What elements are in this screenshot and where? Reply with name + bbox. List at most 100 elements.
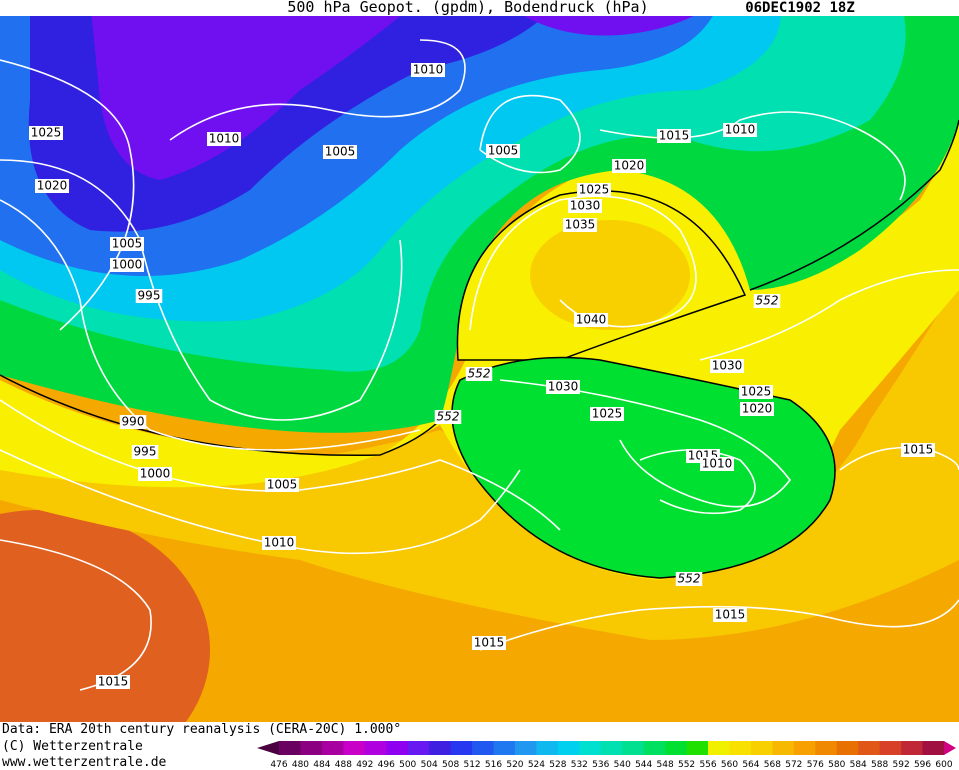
colorbar-label: 568: [764, 760, 781, 769]
isobar-label: 1005: [325, 145, 356, 159]
label-box: [577, 183, 611, 197]
colorbar-box: [729, 741, 752, 755]
isobar-label: 1010: [264, 536, 295, 550]
label-box: [110, 258, 144, 272]
label-box: [546, 380, 580, 394]
label-box: [411, 63, 445, 77]
colorbar-box: [557, 741, 580, 755]
source-text: Data: ERA 20th century reanalysis (CERA-…: [2, 722, 402, 737]
label-box: [713, 608, 747, 622]
isobar-label: 552: [678, 572, 701, 586]
isobar: [0, 59, 135, 331]
colorbar-box: [493, 741, 516, 755]
isobar-label: 1020: [37, 179, 68, 193]
isobar-label: 1020: [742, 402, 773, 416]
label-box: [131, 445, 159, 459]
trough-green: [451, 356, 836, 579]
colorbar-box: [622, 741, 645, 755]
colorbar-label: 484: [313, 760, 330, 769]
label-box: [29, 126, 63, 140]
colorbar-box: [879, 741, 902, 755]
colorbar-box: [450, 741, 473, 755]
isobar-label: 1040: [576, 313, 607, 327]
isobar: [499, 379, 792, 508]
isobar-label: 1005: [488, 144, 519, 158]
colorbar-label: 572: [785, 760, 802, 769]
copyright-text: (C) Wetterzentrale: [2, 739, 143, 754]
label-box: [35, 179, 69, 193]
isobar: [0, 449, 521, 555]
isobar: [0, 159, 403, 421]
colorbar-label: 492: [356, 760, 373, 769]
colorbar-label: 596: [914, 760, 931, 769]
isobar-label: 1010: [725, 123, 756, 137]
field-orange-dark: [0, 510, 210, 722]
colorbar-arrow-right: [944, 741, 956, 755]
isobar-label: 1020: [614, 159, 645, 173]
label-box: [710, 359, 744, 373]
label-box: [486, 144, 520, 158]
colorbar-label: 496: [378, 760, 395, 769]
colorbar-label: 600: [935, 760, 952, 769]
colorbar-box: [429, 741, 452, 755]
isobar-label: 995: [138, 289, 161, 303]
colorbar-label: 584: [850, 760, 867, 769]
label-box: [739, 385, 773, 399]
isobar: [0, 539, 152, 691]
label-box: [119, 415, 147, 429]
colorbar-label: 552: [678, 760, 695, 769]
title: 500 hPa Geopot. (gpdm), Bodendruck (hPa): [287, 0, 648, 16]
isobar-label: 1015: [715, 608, 746, 622]
colorbar-label: 588: [871, 760, 888, 769]
isobar: [0, 199, 421, 451]
colorbar-box: [708, 741, 730, 755]
isobar-label: 1015: [903, 443, 934, 457]
isobar-label: 1010: [413, 63, 444, 77]
isobar-label: 1005: [267, 478, 298, 492]
isobar: [699, 269, 959, 361]
colorbar-box: [643, 741, 666, 755]
colorbar-box: [686, 741, 709, 755]
colorbar-box: [579, 741, 602, 755]
isobar: [469, 195, 697, 331]
colorbar-label: 560: [721, 760, 738, 769]
label-box: [135, 289, 163, 303]
field-purple: [90, 0, 420, 180]
colorbar-label: 524: [528, 760, 545, 769]
label-box: [434, 410, 462, 424]
colorbar-label: 564: [742, 760, 759, 769]
colorbar-label: 488: [335, 760, 352, 769]
isobar-label: 1030: [712, 359, 743, 373]
label-box: [465, 367, 493, 381]
colorbar-box: [364, 741, 387, 755]
colorbar-label: 544: [635, 760, 652, 769]
colorbar-box: [407, 741, 430, 755]
colorbar-box: [472, 741, 495, 755]
label-box: [612, 159, 646, 173]
label-box: [700, 457, 734, 471]
colorbar-label: 476: [270, 760, 287, 769]
colorbar-label: 536: [592, 760, 609, 769]
isobar-label: 1000: [140, 467, 171, 481]
colorbar-box: [536, 741, 559, 755]
colorbar-label: 540: [614, 760, 631, 769]
colorbar-box: [772, 741, 795, 755]
colorbar-label: 556: [699, 760, 716, 769]
colorbar-label: 532: [571, 760, 588, 769]
isobar-label: 990: [122, 415, 145, 429]
colorbar-box: [793, 741, 816, 755]
ridge-orange: [530, 220, 690, 330]
colorbar-box: [665, 741, 688, 755]
isobar: [0, 399, 561, 531]
colorbar-box: [922, 741, 945, 755]
label-box: [110, 237, 144, 251]
isobar: [479, 94, 581, 174]
colorbar-box: [514, 741, 537, 755]
label-box: [563, 218, 597, 232]
isobar-label: 1025: [741, 385, 772, 399]
colorbar-box: [321, 741, 344, 755]
isobar-label: 1025: [592, 407, 623, 421]
isobar-label: 1030: [548, 380, 579, 394]
isobar-labels: 1010 1025 1010 1005 1005 1015 1010 1020 …: [29, 63, 935, 689]
colorbar-label: 504: [421, 760, 438, 769]
